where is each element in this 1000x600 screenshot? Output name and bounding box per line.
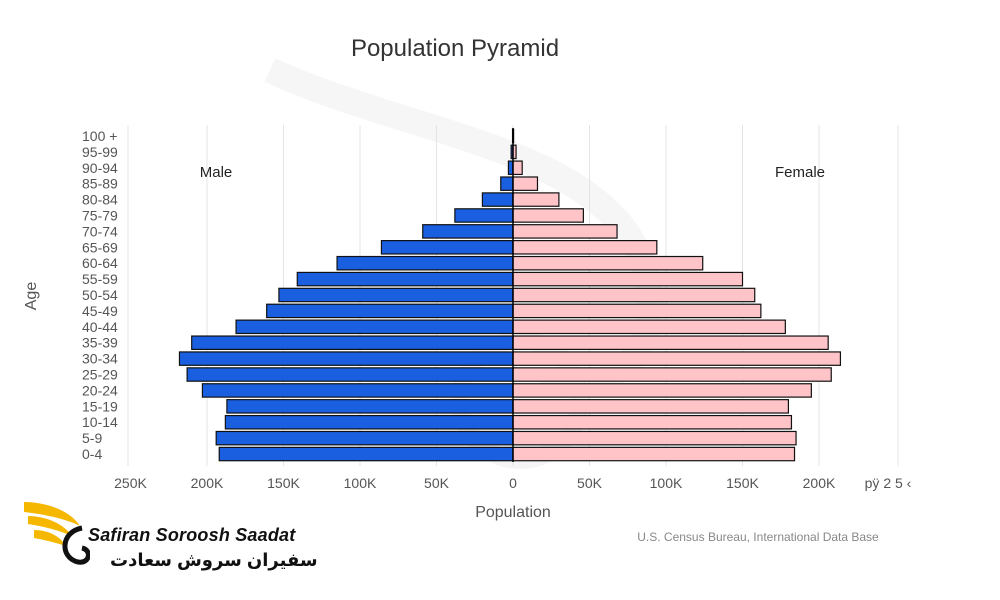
bar-female-80-84 [512,192,560,207]
bar-female-10-14 [512,414,793,430]
y-axis-label: Age [23,282,40,311]
x-tick-label: 200K [191,475,224,491]
bar-female-20-24 [512,383,812,398]
chart-title: Population Pyramid [351,35,559,62]
y-tick-label: 25-29 [82,367,118,383]
bar-male-85-89 [500,176,514,191]
y-tick-label: 95-99 [82,144,118,160]
bar-female-40-44 [512,319,786,335]
y-tick-label: 50-54 [82,287,118,303]
x-tick-label: 100K [650,475,683,491]
logo-name-persian: سفیران سروش سعادت [110,550,318,570]
bar-female-25-29 [512,367,832,382]
x-tick-label: 150K [267,475,300,491]
y-tick-label: 90-94 [82,160,118,176]
bar-male-0-4 [218,446,514,462]
bar-male-35-39 [191,335,514,350]
bar-male-10-14 [224,414,514,430]
bar-female-15-19 [512,399,789,414]
y-tick-label: 15-19 [82,398,118,414]
bar-male-60-64 [336,255,514,271]
bar-male-5-9 [215,430,514,446]
bar-male-20-24 [201,383,514,398]
x-tick-label: 50K [577,475,603,491]
x-tick-label: 150K [726,475,759,491]
y-tick-label: 40-44 [82,319,118,335]
legend-female: Female [775,164,825,181]
bar-female-75-79 [512,208,584,223]
bar-female-55-59 [512,271,744,287]
bar-male-80-84 [481,192,514,207]
bar-female-70-74 [512,224,618,239]
bar-female-5-9 [512,430,797,446]
bar-male-55-59 [296,271,514,287]
bar-female-30-34 [512,351,842,366]
x-tick-label: 250K [114,475,147,491]
y-tick-label: 5-9 [82,430,102,446]
y-tick-label: 75-79 [82,207,118,223]
legend-male: Male [200,164,233,181]
x-axis-label: Population [475,504,551,521]
bar-male-45-49 [266,303,514,319]
bar-male-40-44 [235,319,514,335]
bar-female-45-49 [512,303,762,319]
y-tick-label: 30-34 [82,351,118,367]
bar-male-30-34 [178,351,514,366]
x-tick-label: 100K [344,475,377,491]
bar-male-70-74 [422,224,514,239]
logo-name-english: Safiran Soroosh Saadat [88,525,296,545]
y-tick-label: 35-39 [82,335,118,351]
bar-female-60-64 [512,255,704,271]
bar-female-50-54 [512,287,756,303]
bar-male-75-79 [454,208,514,223]
bar-female-0-4 [512,446,796,462]
bar-female-90-94 [512,160,523,176]
y-tick-label: 45-49 [82,303,118,319]
bar-female-65-69 [512,240,658,255]
wing-logo-icon [24,502,91,565]
x-tick-trailing: pÿ 2 5 ‹ [865,475,912,491]
bar-male-65-69 [380,240,514,255]
y-tick-label: 85-89 [82,176,118,192]
y-tick-label: 80-84 [82,192,118,208]
y-tick-label: 100 + [82,128,117,144]
bar-male-15-19 [226,399,514,414]
bar-male-50-54 [278,287,514,303]
x-tick-label: 50K [424,475,450,491]
y-tick-label: 20-24 [82,382,118,398]
bar-female-85-89 [512,176,539,191]
x-tick-label: 200K [803,475,836,491]
y-tick-label: 10-14 [82,414,118,430]
y-tick-label: 70-74 [82,223,118,239]
x-tick-label: 0 [509,475,517,491]
y-tick-label: 60-64 [82,255,118,271]
bar-female-35-39 [512,335,829,350]
bar-male-25-29 [186,367,514,382]
y-tick-label: 0-4 [82,446,102,462]
y-tick-label: 65-69 [82,239,118,255]
y-tick-label: 55-59 [82,271,118,287]
source-note: U.S. Census Bureau, International Data B… [637,530,879,544]
brand-logo: Safiran Soroosh Saadat سفیران سروش سعادت [20,492,318,582]
